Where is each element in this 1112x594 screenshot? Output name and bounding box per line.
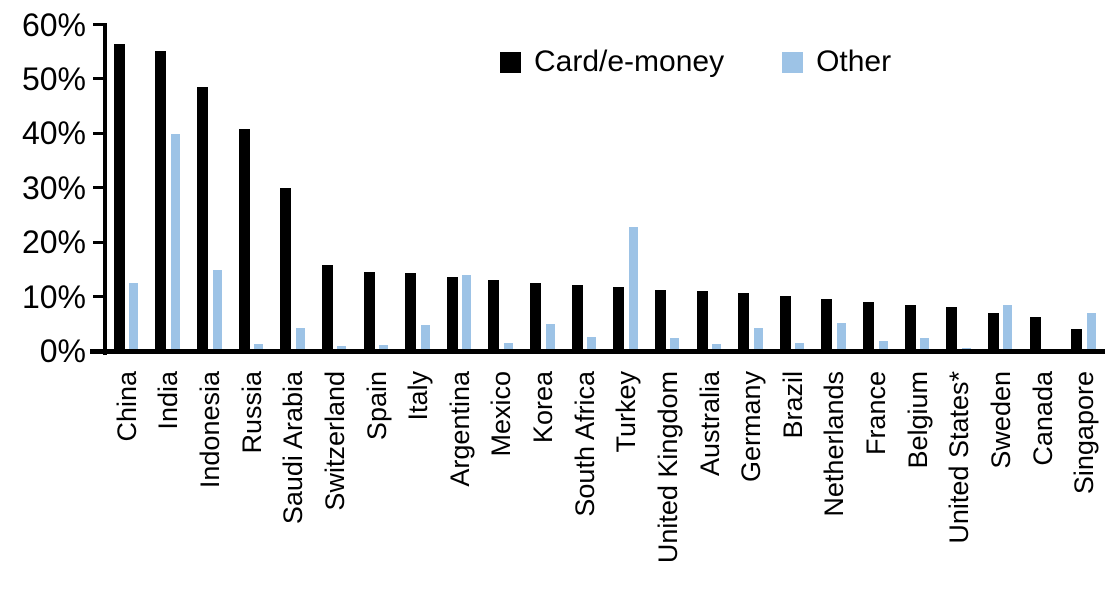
other-bar [878, 341, 888, 351]
y-tick-label: 20% [21, 224, 86, 261]
x-axis-label: United Kingdom [652, 371, 683, 564]
x-axis-label: Turkey [611, 371, 642, 453]
x-axis-label: Russia [236, 371, 267, 454]
card-e-money-bar [987, 313, 999, 351]
card-e-money-bar [280, 187, 292, 351]
x-axis-label: China [111, 371, 142, 442]
other-bar [212, 270, 222, 351]
card-e-money-bar [321, 265, 333, 351]
other-bar [1003, 304, 1013, 351]
legend-item-card-e-money: Card/e-money [500, 45, 724, 79]
x-axis-label: Korea [528, 371, 559, 444]
y-tick-label: 30% [21, 169, 86, 206]
x-axis-line [90, 349, 1105, 354]
x-axis-label: South Africa [569, 371, 600, 517]
y-tick-label: 60% [21, 6, 86, 43]
card-e-money-bar [446, 276, 458, 351]
x-axis-label: Brazil [777, 371, 808, 439]
card-e-money-bar [696, 291, 708, 351]
y-tick [93, 131, 107, 135]
x-axis-label: Netherlands [819, 371, 850, 517]
other-bar [628, 226, 638, 351]
card-e-money-bar [113, 43, 125, 351]
card-e-money-bar [1071, 328, 1083, 351]
legend: Card/e-money Other [500, 45, 891, 79]
legend-item-other: Other [782, 45, 891, 79]
y-tick-label: 50% [21, 60, 86, 97]
other-bar [503, 342, 513, 351]
x-axis-label: Australia [694, 371, 725, 477]
y-tick-label: 0% [39, 333, 86, 369]
x-axis-label: Italy [403, 371, 434, 421]
x-axis-label: India [153, 371, 184, 430]
x-axis-label: Belgium [902, 371, 933, 469]
card-e-money-bar [863, 302, 875, 351]
y-tick-top [93, 23, 107, 26]
card-e-money-swatch-icon [500, 51, 521, 73]
other-bar [712, 344, 722, 351]
x-axis-label: Mexico [486, 371, 517, 457]
card-e-money-bar [1029, 317, 1041, 351]
x-axis-label: Singapore [1069, 371, 1100, 495]
x-axis-label: Sweden [985, 371, 1016, 469]
y-tick [93, 295, 107, 299]
other-swatch-icon [782, 51, 804, 73]
other-bar [379, 345, 389, 351]
card-e-money-bar [488, 279, 500, 351]
other-bar [337, 346, 347, 351]
card-e-money-bar [779, 296, 791, 351]
card-e-money-bar [654, 289, 666, 351]
x-axis-label: Canada [1027, 371, 1058, 466]
card-e-money-bar [238, 128, 250, 351]
other-bar [836, 323, 846, 351]
card-e-money-bar [530, 282, 542, 351]
other-bar [753, 327, 763, 351]
card-e-money-bar [738, 292, 750, 351]
other-bar [795, 343, 805, 351]
other-bar [920, 338, 930, 351]
y-tick-label: 40% [21, 115, 86, 152]
x-axis-label: Spain [361, 371, 392, 441]
y-tick [93, 240, 107, 244]
x-axis-label: Saudi Arabia [278, 371, 309, 525]
other-bar [670, 337, 680, 351]
other-bar [170, 134, 180, 351]
y-tick-label: 10% [21, 278, 86, 315]
other-bar [1086, 312, 1096, 351]
x-axis-label: Indonesia [195, 371, 226, 489]
other-bar [254, 344, 264, 351]
card-e-money-bar [821, 299, 833, 351]
x-axis-label: France [861, 371, 892, 456]
card-e-money-bar [571, 285, 583, 351]
other-bar [462, 274, 472, 351]
card-e-money-bar [363, 272, 375, 351]
y-tick [93, 186, 107, 190]
x-axis-label: Germany [736, 371, 767, 483]
y-axis-line [103, 24, 107, 355]
other-bar [587, 337, 597, 351]
other-bar [420, 324, 430, 351]
other-bar [295, 328, 305, 351]
card-e-money-bar [197, 87, 209, 351]
x-axis-label: Switzerland [319, 371, 350, 511]
card-e-money-bar [946, 306, 958, 351]
y-tick [93, 77, 107, 81]
x-axis-label: Argentina [444, 371, 475, 487]
card-e-money-bar [155, 50, 167, 351]
x-axis-label: United States* [944, 371, 975, 544]
card-e-money-bar [405, 273, 417, 351]
card-e-money-bar [904, 304, 916, 351]
legend-label-card-e-money: Card/e-money [534, 45, 725, 78]
legend-label-other: Other [816, 45, 892, 78]
other-bar [545, 324, 555, 351]
card-e-money-bar [613, 286, 625, 351]
other-bar [129, 282, 139, 351]
